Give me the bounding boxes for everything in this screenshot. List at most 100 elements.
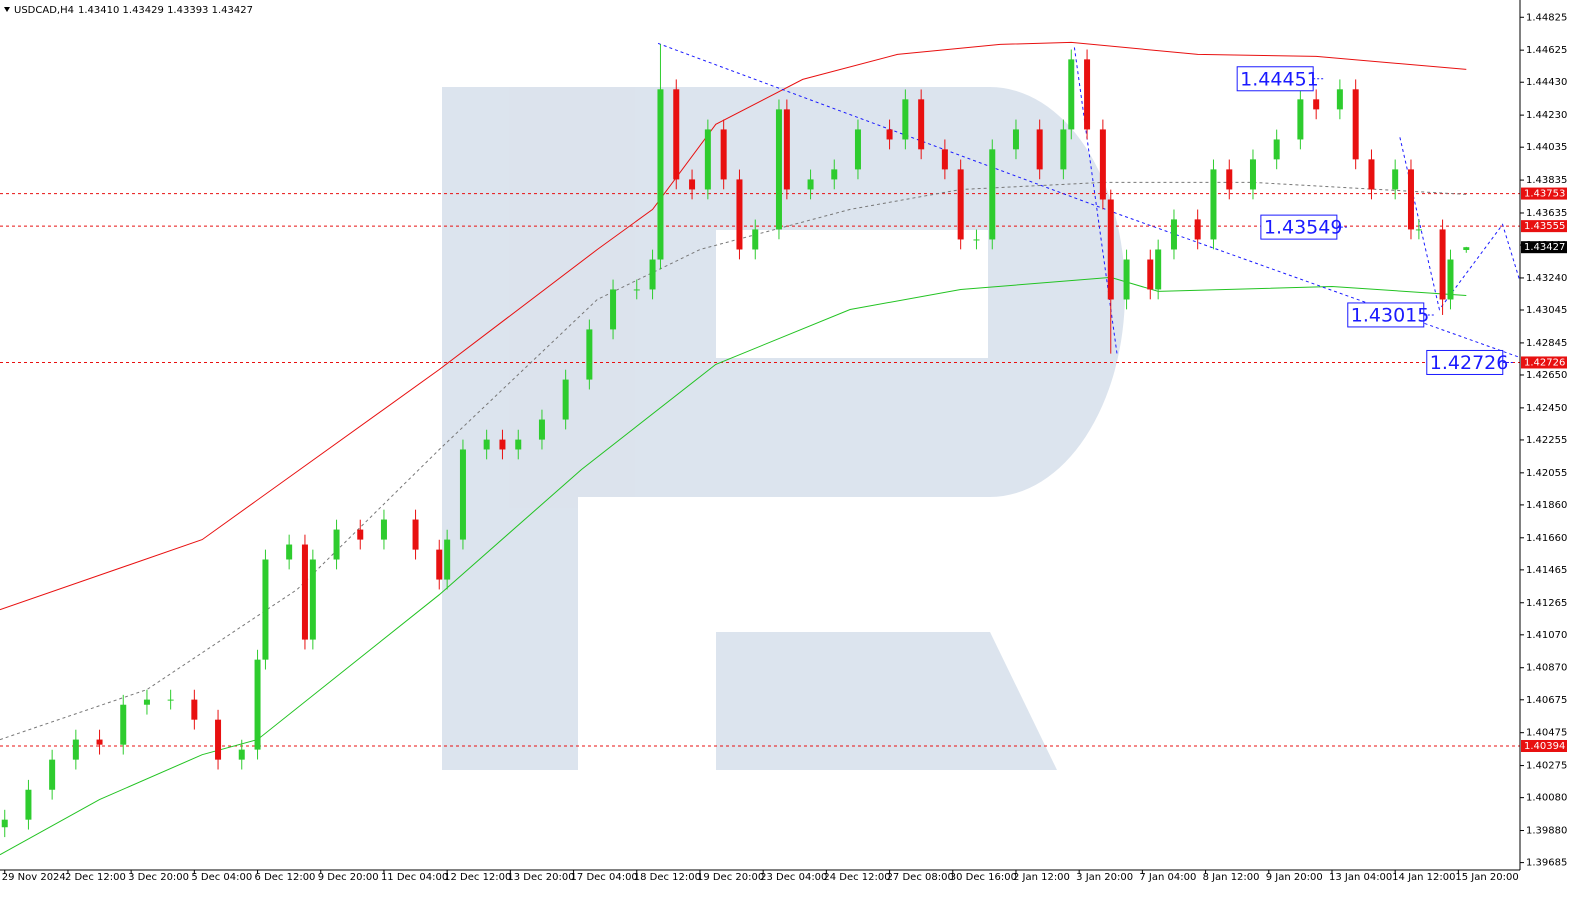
candle-body (262, 559, 269, 660)
y-tick-label: 1.44430 (1526, 77, 1567, 88)
candle-body (562, 379, 569, 420)
y-tick-label: 1.39880 (1526, 826, 1567, 837)
candle-body (973, 239, 980, 241)
y-tick-label: 1.42055 (1526, 468, 1567, 479)
candle-body (254, 659, 261, 750)
candle-body (1392, 169, 1399, 190)
last-price-bg (1521, 241, 1567, 254)
candle-body (380, 519, 387, 540)
indicator-line (1073, 47, 1118, 355)
y-tick-label: 1.41265 (1526, 598, 1567, 609)
x-tick-label: 24 Dec 12:00 (823, 872, 890, 883)
x-tick-label: 19 Dec 20:00 (697, 872, 764, 883)
y-tick-label: 1.41070 (1526, 630, 1567, 641)
annotation-box (1260, 214, 1338, 240)
quote: 1.43410 1.43429 1.43393 1.43427 (78, 5, 253, 16)
annotation-label: 1.42726 (1430, 352, 1509, 374)
y-tick-label: 1.40870 (1526, 663, 1567, 674)
candle-body (191, 699, 198, 720)
candle-body (1107, 199, 1114, 300)
candle-body (72, 739, 79, 760)
candle-body (775, 109, 782, 230)
indicator-line (0, 181, 1467, 741)
y-tick-label: 1.44625 (1526, 45, 1567, 56)
candle-body (1447, 259, 1454, 300)
candle-body (357, 529, 364, 540)
candle-body (1123, 259, 1130, 300)
candle-body (807, 179, 814, 190)
y-tick-label: 1.42450 (1526, 403, 1567, 414)
candle-body (412, 519, 419, 550)
y-tick-label: 1.41465 (1526, 565, 1567, 576)
candle-body (1147, 259, 1154, 290)
level-tag-bg (1521, 187, 1567, 200)
menu-triangle (4, 7, 10, 12)
candle-body (96, 739, 103, 745)
candle-body (1336, 89, 1343, 110)
candle-body (459, 449, 466, 540)
candle-body (1313, 99, 1320, 110)
x-tick-label: 2 Jan 12:00 (1013, 872, 1070, 883)
level-tag: 1.42726 (1524, 357, 1565, 368)
symbol-title: USDCAD,H4 (14, 5, 74, 16)
candle-body (1036, 129, 1043, 170)
candle-body (1226, 169, 1233, 190)
last-price: 1.43427 (1524, 242, 1565, 253)
candle-body (538, 419, 545, 440)
x-tick-label: 14 Jan 12:00 (1392, 872, 1455, 883)
candle-body (586, 329, 593, 380)
x-tick-label: 5 Dec 04:00 (191, 872, 252, 883)
candle-body (752, 229, 759, 250)
x-tick-label: 17 Dec 04:00 (571, 872, 638, 883)
candle-body (1463, 247, 1470, 250)
y-tick-label: 1.42845 (1526, 338, 1567, 349)
x-tick-label: 6 Dec 12:00 (255, 872, 316, 883)
watermark-stem (442, 87, 578, 770)
y-tick-label: 1.41660 (1526, 533, 1567, 544)
indicator-line (1399, 137, 1521, 311)
annotation-label: 1.43549 (1264, 217, 1343, 239)
candle-body (238, 749, 245, 760)
y-tick-label: 1.40275 (1526, 761, 1567, 772)
candle-body (941, 149, 948, 170)
x-tick-label: 12 Dec 12:00 (444, 872, 511, 883)
y-tick-label: 1.44230 (1526, 110, 1567, 121)
level-tag-bg (1521, 356, 1567, 369)
candle-body (1155, 249, 1162, 290)
candle-body (704, 129, 711, 190)
y-tick-label: 1.43635 (1526, 208, 1567, 219)
y-tick-label: 1.40475 (1526, 728, 1567, 739)
level-tag: 1.40394 (1524, 741, 1565, 752)
candle-body (1368, 159, 1375, 190)
x-tick-label: 13 Jan 04:00 (1329, 872, 1392, 883)
level-tag-bg (1521, 739, 1567, 752)
level-tag-bg (1521, 220, 1567, 233)
candle-body (610, 289, 617, 330)
x-tick-label: 7 Jan 04:00 (1139, 872, 1196, 883)
x-tick-label: 29 Nov 2024 (2, 872, 66, 883)
candle-body (515, 439, 522, 450)
level-tag: 1.43753 (1524, 189, 1565, 200)
candle-body (1210, 169, 1217, 240)
candle-body (957, 169, 964, 240)
candle-body (720, 129, 727, 180)
y-tick-label: 1.40675 (1526, 695, 1567, 706)
candle-body (1012, 129, 1019, 150)
candle-body (333, 529, 340, 560)
x-tick-label: 23 Dec 04:00 (760, 872, 827, 883)
x-tick-label: 9 Dec 20:00 (318, 872, 379, 883)
watermark-leg (716, 632, 1057, 770)
y-tick-label: 1.39685 (1526, 858, 1567, 869)
candle-body (49, 759, 56, 790)
candle-body (918, 99, 925, 150)
y-tick-label: 1.43240 (1526, 273, 1567, 284)
candle-body (167, 699, 174, 701)
indicator-line (0, 41, 1467, 611)
annotation-label: 1.44451 (1240, 68, 1319, 90)
candle-body (1297, 99, 1304, 140)
level-tag: 1.43555 (1524, 221, 1565, 232)
y-tick-label: 1.44035 (1526, 142, 1567, 153)
candle-body (831, 169, 838, 180)
